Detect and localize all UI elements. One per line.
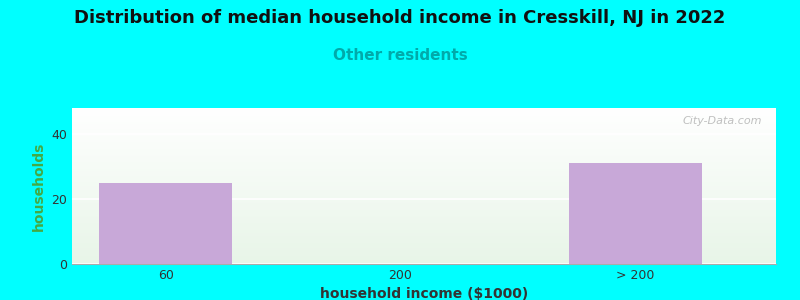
Bar (99, 183, 232, 264)
Text: Distribution of median household income in Cresskill, NJ in 2022: Distribution of median household income … (74, 9, 726, 27)
Text: Other residents: Other residents (333, 48, 467, 63)
Y-axis label: households: households (32, 141, 46, 231)
Text: City-Data.com: City-Data.com (682, 116, 762, 126)
Bar (569, 163, 702, 264)
X-axis label: household income ($1000): household income ($1000) (320, 287, 528, 300)
